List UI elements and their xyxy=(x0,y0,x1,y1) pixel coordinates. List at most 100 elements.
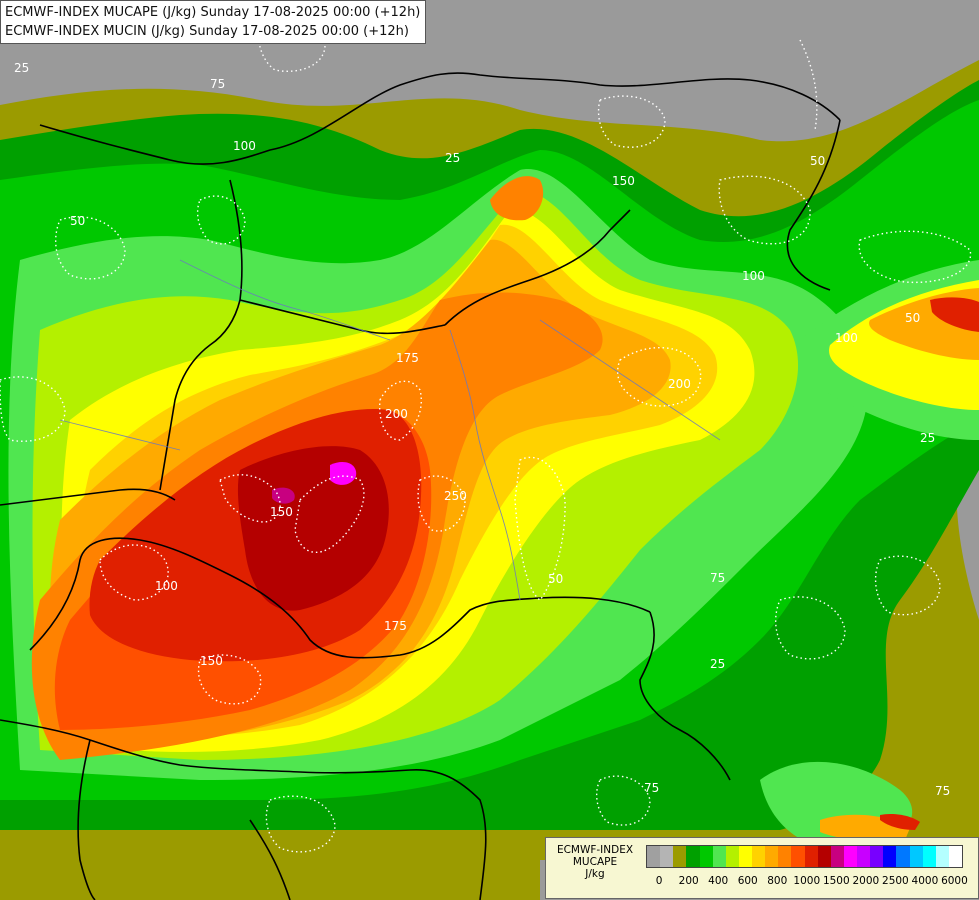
cin-contour xyxy=(0,376,66,442)
contour-labels: 25 25 25 25 50 50 50 50 75 75 75 75 100 … xyxy=(14,61,950,798)
contour-label: 75 xyxy=(710,571,725,585)
legend-tick-label: 1000 xyxy=(793,875,821,887)
contour-label: 50 xyxy=(810,154,825,168)
legend-swatch xyxy=(712,846,726,867)
cin-contour xyxy=(874,555,941,616)
rivers xyxy=(59,259,721,601)
contour-label: 50 xyxy=(548,572,563,586)
border-line xyxy=(0,488,176,506)
field-ne-red xyxy=(930,297,979,332)
legend-swatch xyxy=(699,846,713,867)
cin-contour xyxy=(196,195,246,245)
contour-label: 100 xyxy=(233,139,256,153)
contour-label: 25 xyxy=(445,151,460,165)
legend-swatch xyxy=(948,846,962,867)
field-magenta-2 xyxy=(272,487,295,504)
contour-label: 75 xyxy=(935,784,950,798)
header-line-mucape: ECMWF-INDEX MUCAPE (J/kg) Sunday 17-08-2… xyxy=(5,5,421,20)
legend-tick-label: 800 xyxy=(767,875,788,887)
legend-swatch xyxy=(673,846,687,867)
contour-label: 100 xyxy=(835,331,858,345)
cin-contour xyxy=(774,596,846,660)
legend-swatch xyxy=(870,846,884,867)
border-line xyxy=(639,611,731,781)
legend-swatch xyxy=(922,846,936,867)
legend-tick-label: 4000 xyxy=(911,875,939,887)
legend-swatch xyxy=(843,846,857,867)
legend-swatch xyxy=(817,846,831,867)
contour-label: 25 xyxy=(710,657,725,671)
legend-tick-label: 2000 xyxy=(852,875,880,887)
cin-contour xyxy=(378,380,422,441)
border-line xyxy=(159,179,243,491)
legend-swatch xyxy=(896,846,910,867)
legend-swatch xyxy=(857,846,871,867)
legend-title-line: MUCAPE xyxy=(572,856,618,868)
contour-label: 75 xyxy=(210,77,225,91)
legend-swatch xyxy=(791,846,805,867)
contour-label: 200 xyxy=(385,407,408,421)
border-line xyxy=(77,739,96,900)
map-header: ECMWF-INDEX MUCAPE (J/kg) Sunday 17-08-2… xyxy=(0,0,427,44)
legend-tick-label: 1500 xyxy=(822,875,850,887)
cin-contour xyxy=(417,475,466,532)
legend-swatches xyxy=(646,845,963,868)
contour-label: 175 xyxy=(384,619,407,633)
header-line-mucin: ECMWF-INDEX MUCIN (J/kg) Sunday 17-08-20… xyxy=(5,24,409,39)
legend-tick-label: 200 xyxy=(678,875,699,887)
legend-swatch xyxy=(778,846,792,867)
border-line xyxy=(786,119,841,291)
cin-contour xyxy=(265,795,336,853)
border-line xyxy=(444,209,631,326)
legend-swatch xyxy=(804,846,818,867)
field-magenta xyxy=(330,462,357,485)
mucin-contours xyxy=(0,18,972,853)
cin-contour xyxy=(54,216,126,280)
legend-swatch xyxy=(830,846,844,867)
field-olive-south xyxy=(0,820,540,900)
contour-label: 25 xyxy=(14,61,29,75)
contour-label: 25 xyxy=(920,431,935,445)
contour-label: 150 xyxy=(612,174,635,188)
legend-tick-labels: 0 200 400 600 800 1000 1500 2000 2500 4000 6000 xyxy=(646,875,976,889)
legend-swatch xyxy=(883,846,897,867)
color-legend: ECMWF-INDEX MUCAPE J/kg 0 200 400 600 800 100… xyxy=(545,837,979,899)
river-line xyxy=(449,329,521,601)
legend-tick-label: 0 xyxy=(655,875,663,887)
field-north-orange xyxy=(490,176,544,221)
river-line xyxy=(59,419,181,451)
contour-label: 50 xyxy=(70,214,85,228)
cin-contour xyxy=(197,654,262,705)
legend-tick-label: 600 xyxy=(737,875,758,887)
legend-swatch xyxy=(647,846,661,867)
legend-swatch xyxy=(752,846,766,867)
legend-tick-label: 6000 xyxy=(941,875,968,887)
legend-swatch xyxy=(765,846,779,867)
cin-contour xyxy=(616,347,702,407)
cin-contour xyxy=(294,475,365,553)
cin-contour xyxy=(597,95,666,148)
contour-label: 250 xyxy=(444,489,467,503)
legend-units: J/kg xyxy=(585,868,605,880)
field-se-red xyxy=(880,813,920,830)
contour-label: 200 xyxy=(668,377,691,391)
contour-label: 50 xyxy=(905,311,920,325)
river-line xyxy=(539,319,721,441)
contour-label: 100 xyxy=(742,269,765,283)
border-line xyxy=(249,819,291,900)
legend-swatch xyxy=(909,846,923,867)
legend-title: ECMWF-INDEX MUCAPE J/kg xyxy=(550,844,640,880)
legend-swatch xyxy=(660,846,674,867)
border-line xyxy=(39,72,841,165)
contour-label: 75 xyxy=(644,781,659,795)
river-line xyxy=(179,259,391,341)
contour-label: 150 xyxy=(200,654,223,668)
cin-contour xyxy=(257,18,326,72)
field-darkred xyxy=(237,446,389,611)
cin-contour xyxy=(718,175,811,245)
cin-contour xyxy=(595,775,651,826)
legend-tick-label: 2500 xyxy=(882,875,909,887)
contour-label: 100 xyxy=(155,579,178,593)
